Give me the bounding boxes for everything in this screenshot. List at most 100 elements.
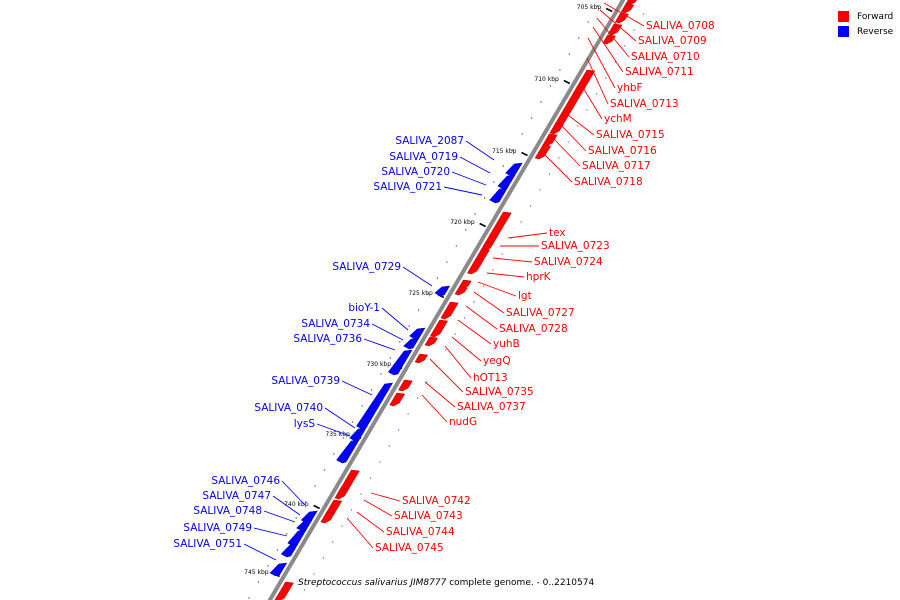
guide-dot [323,469,326,471]
guide-dot [332,541,334,543]
label-leader [581,85,603,120]
guide-dot [454,333,456,335]
label-leader [370,492,401,502]
reverse-gene-label: SALIVA_0746 [211,475,280,487]
guide-dot [322,557,325,559]
label-leader [459,156,491,174]
tick-label: 740 kbp [284,501,309,508]
legend: Forward Reverse [838,9,893,39]
guide-dot [586,109,588,111]
guide-dot [267,565,269,567]
label-leader [560,124,587,152]
forward-gene-label: SALIVA_0713 [610,98,679,110]
forward-gene [549,122,565,135]
reverse-gene [269,562,288,577]
guide-dot [369,477,372,479]
label-leader [316,423,351,437]
forward-gene [440,301,459,320]
label-leader [263,510,296,523]
forward-gene-label: hprK [526,271,552,283]
forward-gene-label: SALIVA_0710 [631,51,700,63]
label-leader [477,281,517,297]
reverse-gene-label: SALIVA_0729 [332,261,401,273]
reverse-gene [409,327,426,340]
guide-dot [559,69,561,71]
guide-dot [529,205,532,207]
guide-dot [248,597,250,599]
guide-dot [350,509,353,511]
forward-gene-label: hOT13 [473,372,508,384]
guide-dot [455,245,457,247]
guide-dot [446,261,448,263]
reverse-gene-label: SALIVA_0749 [183,522,252,534]
guide-dot [463,317,466,319]
forward-gene-label: SALIVA_0718 [574,176,643,188]
reverse-gene [403,337,420,350]
forward-gene [625,0,637,6]
guide-dot [417,309,420,311]
forward-gene [467,257,485,275]
guide-dot [465,229,467,231]
guide-dot [549,85,552,87]
tick-label: 705 kbp [577,4,602,11]
reverse-gene-label: SALIVA_0748 [193,505,262,517]
reverse-gene [296,519,313,532]
guide-dot [576,125,579,127]
guide-dot [492,269,494,271]
forward-gene-label: SALIVA_0711 [625,66,694,78]
tick-label: 710 kbp [534,76,559,83]
guide-dot [587,21,589,23]
guide-dot [596,5,599,7]
guide-dot [397,429,400,431]
guide-dot [399,341,401,343]
reverse-gene [434,285,451,297]
forward-gene-label: SALIVA_0735 [465,386,534,398]
reverse-gene-label: SALIVA_0736 [293,333,362,345]
guide-dot [595,93,598,95]
guide-dot [426,381,428,383]
guide-dot [427,293,429,295]
forward-gene [602,34,616,45]
guide-dot [605,77,607,79]
guide-dot [416,397,419,399]
guide-dot [303,589,306,591]
forward-gene [320,511,336,524]
label-leader [421,394,448,423]
label-leader [243,543,277,561]
forward-gene [454,286,468,296]
forward-gene-label: ychM [604,113,632,125]
label-leader [586,57,609,105]
guide-dot [370,389,373,391]
guide-dot [313,573,315,575]
guide-dot [286,533,288,535]
guide-dot [493,181,495,183]
forward-gene-label: SALIVA_0743 [394,510,463,522]
forward-gene [620,3,635,14]
reverse-gene [489,187,508,204]
label-leader [592,26,624,73]
forward-gene-label: SALIVA_0708 [646,20,715,32]
reverse-gene [497,174,516,190]
label-leader [486,272,525,278]
forward-gene [389,392,406,407]
guide-dot [257,581,260,583]
map-caption: Streptococcus salivarius JIM8777 complet… [298,578,594,588]
tick-label: 725 kbp [408,290,433,297]
guide-dot [567,141,569,143]
label-leader [281,480,306,506]
forward-gene [398,379,413,392]
reverse-gene-label: SALIVA_0721 [373,181,442,193]
label-leader [272,495,301,516]
tick-mark [313,504,320,510]
tick-label: 735 kbp [325,431,350,438]
guide-dot [341,525,343,527]
guide-dot [436,277,439,279]
guide-dot [578,37,580,39]
label-leader [363,338,396,351]
label-leader [507,232,548,239]
tick-mark [521,151,528,157]
forward-gene-label: SALIVA_0728 [499,323,568,335]
forward-gene [607,23,623,36]
guide-dot [558,157,560,159]
label-leader [429,358,464,393]
